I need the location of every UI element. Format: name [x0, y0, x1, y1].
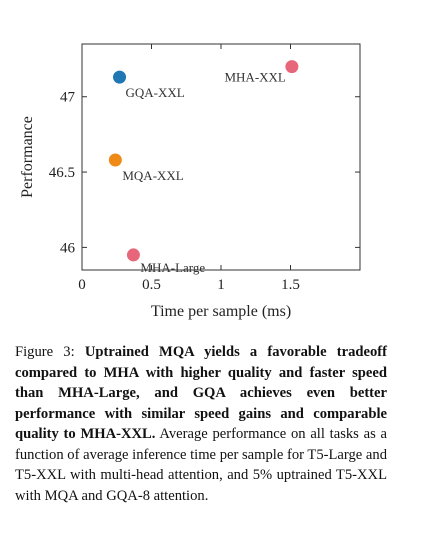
- y-tick-label: 46: [60, 240, 76, 256]
- y-axis-ticks: 46 46.5 47: [49, 90, 360, 257]
- y-axis-label: Performance: [19, 116, 36, 198]
- y-tick-label: 47: [60, 90, 76, 106]
- data-point-mha-xxl: [285, 60, 298, 73]
- data-points: GQA-XXL MHA-XXL MQA-XXL MHA-Large: [109, 60, 299, 275]
- x-tick-label: 1: [217, 277, 225, 293]
- data-point-label: MQA-XXL: [122, 168, 183, 183]
- data-point-gqa-xxl: [113, 71, 126, 84]
- data-point-mqa-xxl: [109, 154, 122, 167]
- x-tick-label: 0: [78, 277, 86, 293]
- data-point-label: GQA-XXL: [126, 85, 185, 100]
- scatter-chart: 0 0.5 1 1.5 46 46.5 47 GQA-XXL MHA-XXL MQA-XXL M…: [0, 0, 433, 330]
- x-axis-label: Time per sample (ms): [151, 303, 291, 320]
- data-point-label: MHA-XXL: [224, 70, 285, 85]
- x-tick-label: 0.5: [142, 277, 161, 293]
- figure-caption: Figure 3: Uptrained MQA yields a favorab…: [15, 342, 387, 506]
- caption-prefix: Figure 3:: [15, 344, 85, 360]
- y-tick-label: 46.5: [49, 165, 75, 181]
- x-tick-label: 1.5: [281, 277, 300, 293]
- data-point-label: MHA-Large: [140, 260, 205, 275]
- data-point-mha-large: [127, 248, 140, 261]
